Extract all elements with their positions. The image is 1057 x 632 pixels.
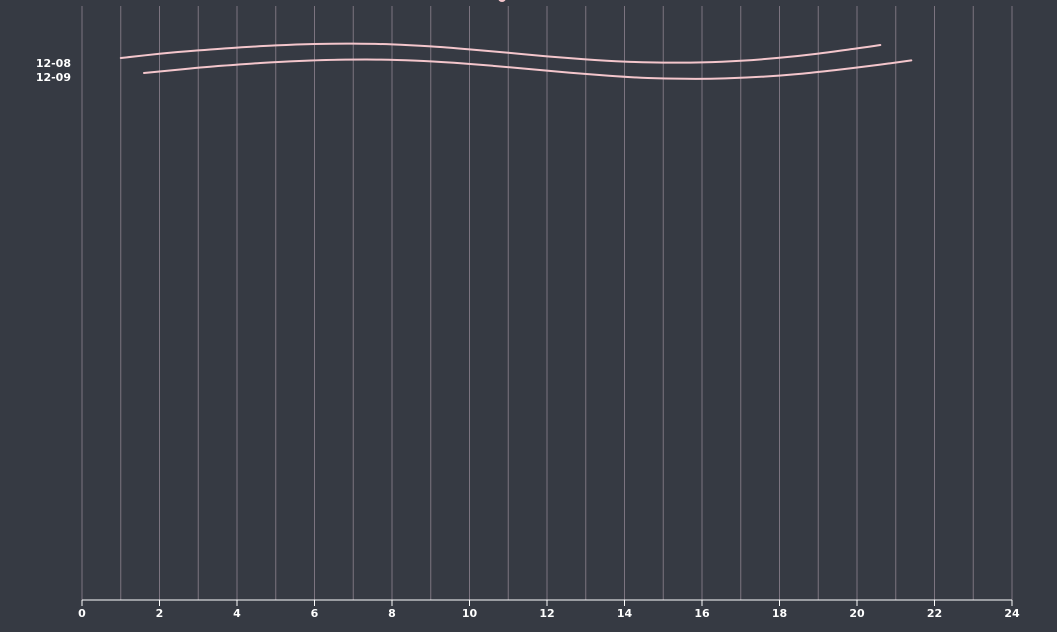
x-tick-label: 12 [539, 607, 554, 620]
x-tick-label: 20 [849, 607, 865, 620]
x-tick-label: 10 [462, 607, 478, 620]
x-tick-label: 2 [156, 607, 164, 620]
x-tick-label: 22 [927, 607, 942, 620]
x-tick-label: 4 [233, 607, 241, 620]
series-line-12-09 [143, 58, 913, 80]
top-marker-dot [498, 0, 506, 2]
x-tick-label: 18 [772, 607, 787, 620]
x-tick-label: 8 [388, 607, 396, 620]
series-line-12-08 [119, 42, 882, 64]
x-tick-label: 24 [1004, 607, 1020, 620]
row-label: 12-08 [36, 57, 71, 70]
x-tick-label: 16 [694, 607, 710, 620]
x-tick-label: 6 [311, 607, 319, 620]
series-group [119, 0, 913, 80]
row-label: 12-09 [36, 71, 71, 84]
x-tick-label: 14 [617, 607, 633, 620]
x-tick-label: 0 [78, 607, 86, 620]
x-axis: 0 2 4 6 8 10 12 14 16 18 20 22 24 [78, 599, 1020, 620]
grid [81, 6, 1013, 600]
